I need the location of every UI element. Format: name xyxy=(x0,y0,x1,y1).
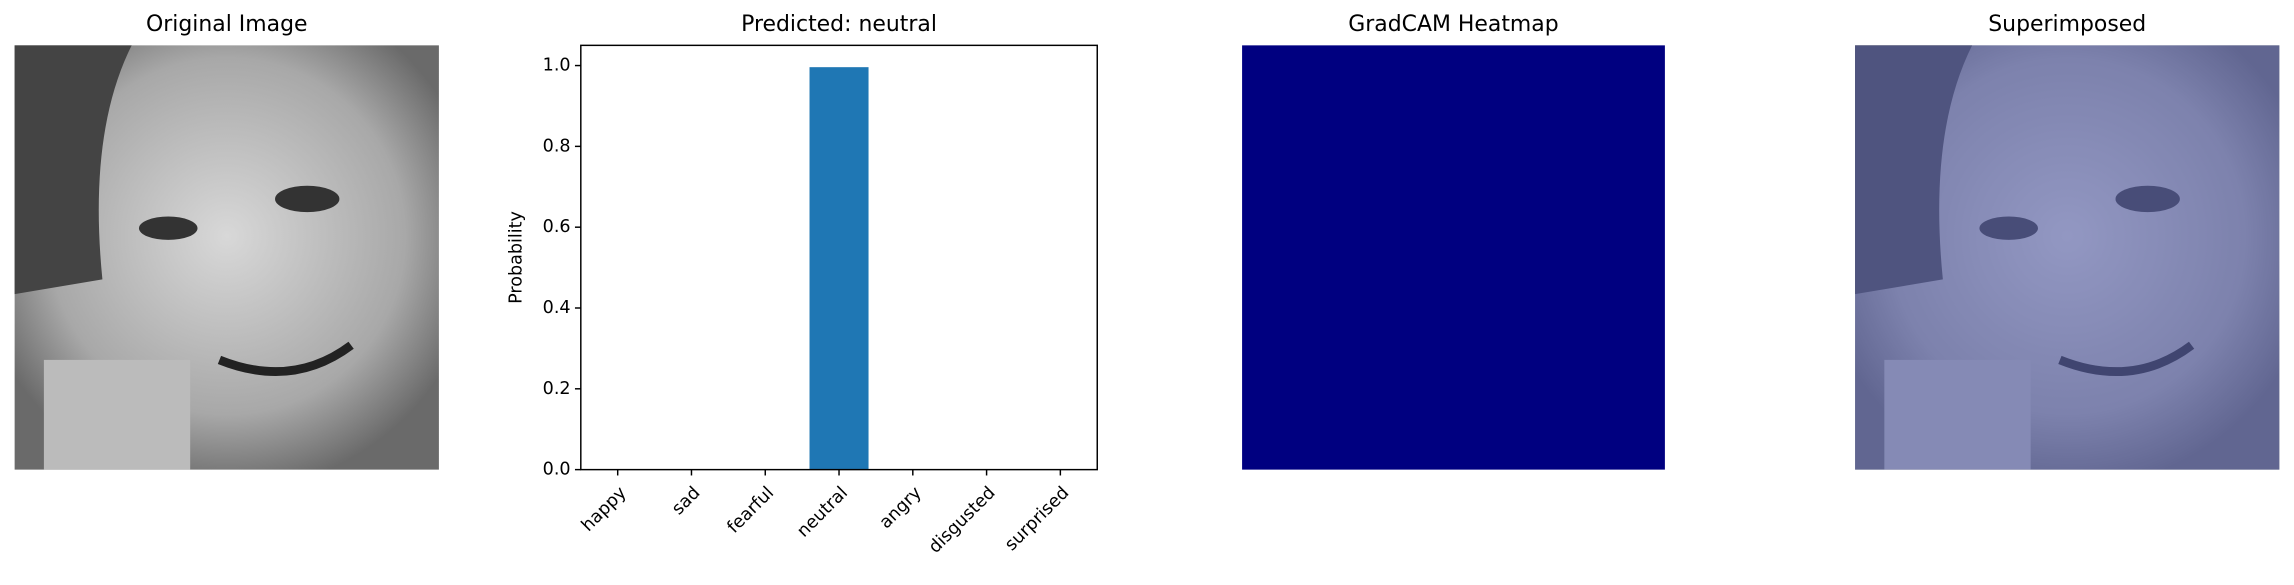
x-tick-label: happy xyxy=(578,483,631,536)
y-tick-label: 1.0 xyxy=(543,56,571,76)
y-tick-label: 0.4 xyxy=(543,298,571,318)
x-tick-label: angry xyxy=(876,483,926,533)
heatmap xyxy=(1242,45,1665,470)
photo xyxy=(14,45,439,470)
x-tick-label: fearful xyxy=(724,483,779,538)
x-tick-label: surprised xyxy=(1001,483,1073,555)
hair xyxy=(14,45,132,295)
hand xyxy=(43,359,191,470)
y-tick-label: 0.0 xyxy=(543,460,571,480)
bar xyxy=(809,67,869,470)
eye xyxy=(138,216,198,240)
panel-title: GradCAM Heatmap xyxy=(1348,12,1558,37)
tint-overlay xyxy=(1855,45,2280,470)
photo xyxy=(1855,45,2280,470)
mouth xyxy=(217,341,354,376)
eye xyxy=(275,185,340,213)
axes-frame xyxy=(580,44,1098,471)
x-tick-label: disgusted xyxy=(925,483,1000,558)
panel-title: Predicted: neutral xyxy=(741,12,937,37)
panel-title: Superimposed xyxy=(1988,12,2146,37)
y-axis-label: Probability xyxy=(506,211,526,304)
y-tick-label: 0.2 xyxy=(543,379,571,399)
x-tick-label: neutral xyxy=(793,483,852,542)
y-tick-label: 0.6 xyxy=(543,217,571,237)
y-tick-label: 0.8 xyxy=(543,136,571,156)
panel-title: Original Image xyxy=(146,12,308,37)
x-tick-label: sad xyxy=(668,483,704,519)
